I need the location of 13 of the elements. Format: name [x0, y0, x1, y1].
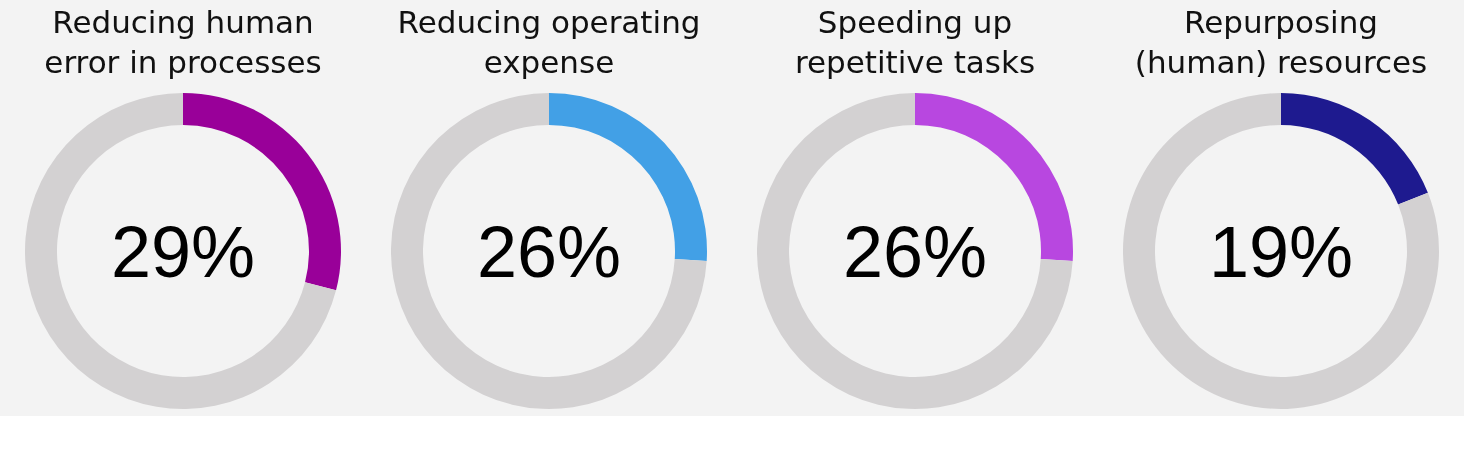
donut-slice — [25, 93, 337, 409]
donut-slice — [391, 93, 707, 409]
chart-title: Reducing human error in processes — [44, 4, 322, 80]
donut-slice — [1123, 93, 1439, 409]
chart-title: Speeding up repetitive tasks — [794, 4, 1036, 80]
chart-title: Reducing operating expense — [397, 4, 701, 80]
text: 26% — [476, 212, 622, 292]
text: 29% — [110, 212, 256, 292]
donut-slice — [757, 93, 1073, 409]
text: 19% — [1208, 212, 1354, 292]
chart-title: Repurposing (human) resources — [1134, 4, 1428, 80]
text: 26% — [842, 212, 988, 292]
donut-slice — [1281, 93, 1428, 205]
